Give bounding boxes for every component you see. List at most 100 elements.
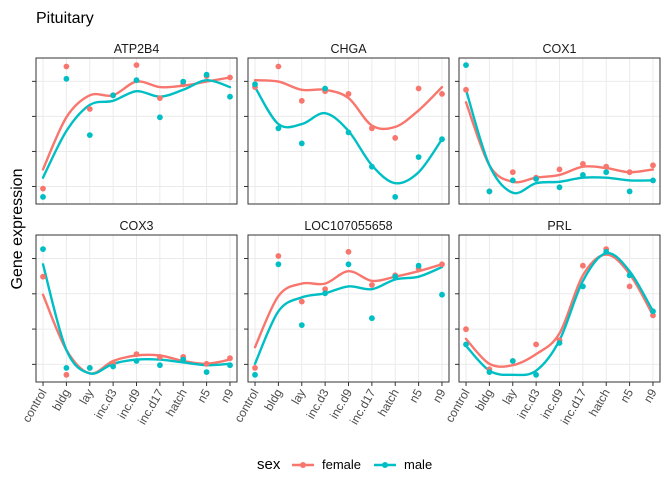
data-point-male xyxy=(275,261,282,268)
x-tick-label: bldg xyxy=(262,387,285,414)
data-point-male xyxy=(40,246,46,253)
panel-ATP2B4: ATP2B4 xyxy=(32,39,238,205)
data-point-male xyxy=(392,194,399,200)
x-tick-label: control xyxy=(19,387,49,425)
x-tick-label: inc.d3 xyxy=(92,386,120,421)
data-point-female xyxy=(509,169,516,176)
data-point-female xyxy=(603,163,610,170)
data-point-male xyxy=(415,262,422,269)
data-point-male xyxy=(556,184,563,191)
data-point-female xyxy=(650,312,656,319)
data-point-female xyxy=(392,135,399,141)
data-point-male xyxy=(227,362,233,369)
legend-label-male: male xyxy=(404,457,432,472)
data-point-female xyxy=(227,355,233,362)
data-point-female xyxy=(133,351,140,357)
legend-label-female: female xyxy=(322,457,361,472)
data-point-male xyxy=(369,163,375,170)
data-point-male xyxy=(63,365,70,371)
data-point-female xyxy=(203,360,210,367)
legend-title: sex xyxy=(257,456,281,473)
data-point-male xyxy=(110,92,116,99)
data-point-male xyxy=(626,272,633,279)
legend-key-point-male xyxy=(382,462,388,468)
data-point-female xyxy=(275,253,282,259)
data-point-male xyxy=(486,369,493,375)
data-point-female xyxy=(626,283,633,290)
x-tick-label: n5 xyxy=(194,386,213,405)
x-tick-label: n9 xyxy=(641,386,660,405)
data-point-male xyxy=(203,71,210,78)
x-tick-label: n9 xyxy=(218,386,237,405)
data-point-female xyxy=(626,169,633,176)
data-point-male xyxy=(275,125,282,132)
x-tick-label: lay xyxy=(289,387,309,407)
data-point-female xyxy=(415,85,422,92)
strip-PRL xyxy=(459,216,660,235)
data-point-male xyxy=(369,315,375,322)
panel-border xyxy=(35,57,238,205)
data-point-female xyxy=(463,326,469,333)
legend-entry-female: female xyxy=(292,457,361,472)
data-point-male xyxy=(252,81,258,88)
x-tick-label: control xyxy=(231,387,261,425)
data-point-male xyxy=(580,172,586,178)
data-point-male xyxy=(252,371,258,378)
data-point-female xyxy=(298,298,305,305)
data-point-female xyxy=(133,62,140,68)
data-point-female xyxy=(463,86,469,93)
data-point-male xyxy=(486,188,493,195)
y-axis-title: Gene expression xyxy=(9,169,26,290)
data-point-male xyxy=(345,129,352,136)
data-point-female xyxy=(345,248,352,255)
data-point-female xyxy=(252,365,258,371)
data-point-male xyxy=(298,140,305,147)
strip-ATP2B4 xyxy=(36,39,237,58)
data-point-female xyxy=(580,262,586,269)
strip-label: COX3 xyxy=(119,219,153,233)
data-point-male xyxy=(86,132,93,139)
data-point-male xyxy=(509,177,516,184)
data-point-male xyxy=(133,358,140,364)
data-point-female xyxy=(63,63,70,70)
data-point-male xyxy=(345,261,352,268)
smooth-line-female xyxy=(464,253,655,368)
data-point-male xyxy=(40,194,46,200)
legend-entry-male: male xyxy=(374,457,432,472)
x-tick-label: n5 xyxy=(406,386,425,405)
x-tick-label: n9 xyxy=(430,386,449,405)
data-point-male xyxy=(626,188,633,195)
data-point-male xyxy=(227,93,233,100)
data-point-male xyxy=(533,176,539,182)
panel-border xyxy=(247,57,450,205)
strip-label: ATP2B4 xyxy=(114,42,160,56)
legend-key-point-female xyxy=(300,462,306,468)
figure-title: Pituitary xyxy=(36,10,94,27)
data-point-male xyxy=(650,308,656,315)
data-point-male xyxy=(463,62,469,68)
strip-label: LOC107055658 xyxy=(304,219,392,233)
data-point-male xyxy=(133,77,140,84)
data-point-female xyxy=(369,282,375,288)
data-point-female xyxy=(650,162,656,169)
data-point-male xyxy=(203,369,210,375)
smooth-line-male xyxy=(253,265,444,365)
strip-COX3 xyxy=(36,216,237,235)
data-point-female xyxy=(40,273,46,280)
legend: sex female male xyxy=(257,456,432,473)
data-point-female xyxy=(298,97,305,104)
data-point-male xyxy=(415,154,422,161)
x-tick-label: bldg xyxy=(50,387,73,414)
x-tick-label: hatch xyxy=(163,387,190,419)
data-point-male xyxy=(509,358,516,364)
data-point-male xyxy=(180,78,187,85)
data-point-male xyxy=(439,136,445,143)
x-tick-label: hatch xyxy=(586,387,613,419)
data-point-female xyxy=(40,185,46,192)
smooth-line-male xyxy=(464,88,655,195)
data-point-male xyxy=(298,322,305,328)
data-point-female xyxy=(322,286,328,293)
